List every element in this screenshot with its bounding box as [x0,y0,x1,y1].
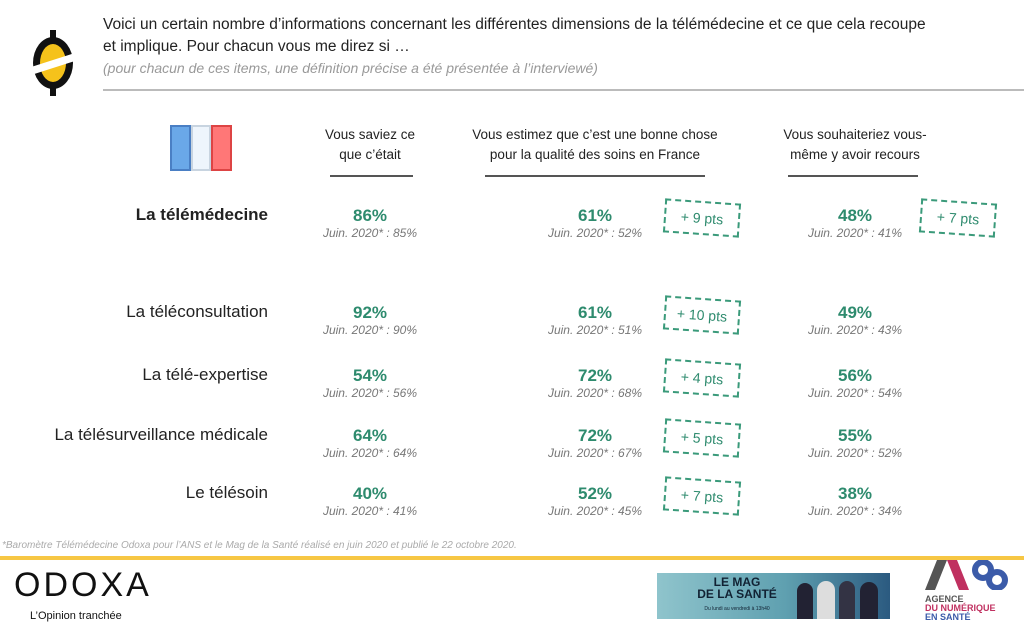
value-cell: 72% Juin. 2020* : 68% [495,366,695,400]
yellow-rule [0,556,1024,560]
previous-value: Juin. 2020* : 51% [547,323,643,337]
row-label: La télé-expertise [142,365,268,384]
ans-line-3: EN SANTÉ [925,612,971,622]
change-badge: + 7 pts [918,198,998,238]
previous-value: Juin. 2020* : 67% [547,446,643,460]
previous-value: Juin. 2020* : 90% [322,323,418,337]
value-cell: 40% Juin. 2020* : 41% [270,484,470,518]
current-value: 49% [837,303,873,322]
current-value: 48% [837,206,873,225]
value-cell: 61% Juin. 2020* : 51% [495,303,695,337]
ans-logo: AGENCE DU NUMÉRIQUE EN SANTÉ [925,559,1024,629]
column-header-would-use: Vous souhaiteriez vous-même y avoir reco… [783,127,927,162]
odoxa-tagline: L’Opinion tranchée [30,610,122,622]
current-value: 54% [352,366,388,385]
previous-value: Juin. 2020* : 52% [547,226,643,240]
previous-value: Juin. 2020* : 85% [322,226,418,240]
change-badge: + 4 pts [662,358,742,398]
ans-line-1: AGENCE [925,594,964,604]
current-value: 72% [577,366,613,385]
change-badge: + 5 pts [662,418,742,458]
change-badge: + 7 pts [662,476,742,516]
ans-line-2: DU NUMÉRIQUE [925,603,996,613]
current-value: 92% [352,303,388,322]
row-label: La télésurveillance médicale [54,425,268,444]
previous-value: Juin. 2020* : 45% [547,504,643,518]
current-value: 38% [837,484,873,503]
mag-sante-banner: LE MAG DE LA SANTÉ Du lundi au vendredi à … [657,573,890,619]
row-label: Le télésoin [185,483,268,502]
column-underline [330,175,413,177]
previous-value: Juin. 2020* : 68% [547,386,643,400]
previous-value: Juin. 2020* : 41% [322,504,418,518]
header-subtitle: (pour chacun de ces items, une définitio… [103,60,598,76]
previous-value: Juin. 2020* : 54% [807,386,903,400]
change-badge: + 9 pts [662,198,742,238]
value-cell: 52% Juin. 2020* : 45% [495,484,695,518]
odoxa-icon [28,30,78,96]
column-header-known: Vous saviez ce que c’était [324,127,416,162]
column-underline [485,175,705,177]
change-badge: + 10 pts [662,295,742,335]
current-value: 55% [837,426,873,445]
current-value: 56% [837,366,873,385]
value-cell: 72% Juin. 2020* : 67% [495,426,695,460]
france-flag-icon [170,125,233,171]
header-line-1: Voici un certain nombre d’informations c… [103,16,926,33]
column-underline [788,175,918,177]
value-cell: 56% Juin. 2020* : 54% [755,366,955,400]
value-cell: 64% Juin. 2020* : 64% [270,426,470,460]
previous-value: Juin. 2020* : 52% [807,446,903,460]
value-cell: 55% Juin. 2020* : 52% [755,426,955,460]
value-cell: 61% Juin. 2020* : 52% [495,206,695,240]
divider [103,89,1024,91]
previous-value: Juin. 2020* : 64% [322,446,418,460]
column-header-good-thing: Vous estimez que c’est une bonne chose po… [472,127,718,162]
mag-title-2: DE LA SANTÉ [697,587,777,601]
current-value: 72% [577,426,613,445]
current-value: 61% [577,303,613,322]
previous-value: Juin. 2020* : 34% [807,504,903,518]
value-cell: 86% Juin. 2020* : 85% [270,206,470,240]
row-label: La téléconsultation [126,302,268,321]
value-cell: 38% Juin. 2020* : 34% [755,484,955,518]
current-value: 52% [577,484,613,503]
value-cell: 49% Juin. 2020* : 43% [755,303,955,337]
odoxa-logo: ODOXA [14,566,152,604]
row-label: La télémédecine [135,205,268,224]
mag-title-1: LE MAG [713,575,761,589]
header-line-2: et implique. Pour chacun vous me direz s… [103,38,410,55]
current-value: 40% [352,484,388,503]
previous-value: Juin. 2020* : 41% [807,226,903,240]
current-value: 61% [577,206,613,225]
current-value: 64% [352,426,388,445]
previous-value: Juin. 2020* : 43% [807,323,903,337]
footnote: *Baromètre Télémédecine Odoxa pour l’ANS… [2,540,517,551]
value-cell: 92% Juin. 2020* : 90% [270,303,470,337]
previous-value: Juin. 2020* : 56% [322,386,418,400]
mag-subtitle: Du lundi au vendredi à 13h40 [704,606,770,612]
current-value: 86% [352,206,388,225]
value-cell: 48% Juin. 2020* : 41% [755,206,955,240]
value-cell: 54% Juin. 2020* : 56% [270,366,470,400]
